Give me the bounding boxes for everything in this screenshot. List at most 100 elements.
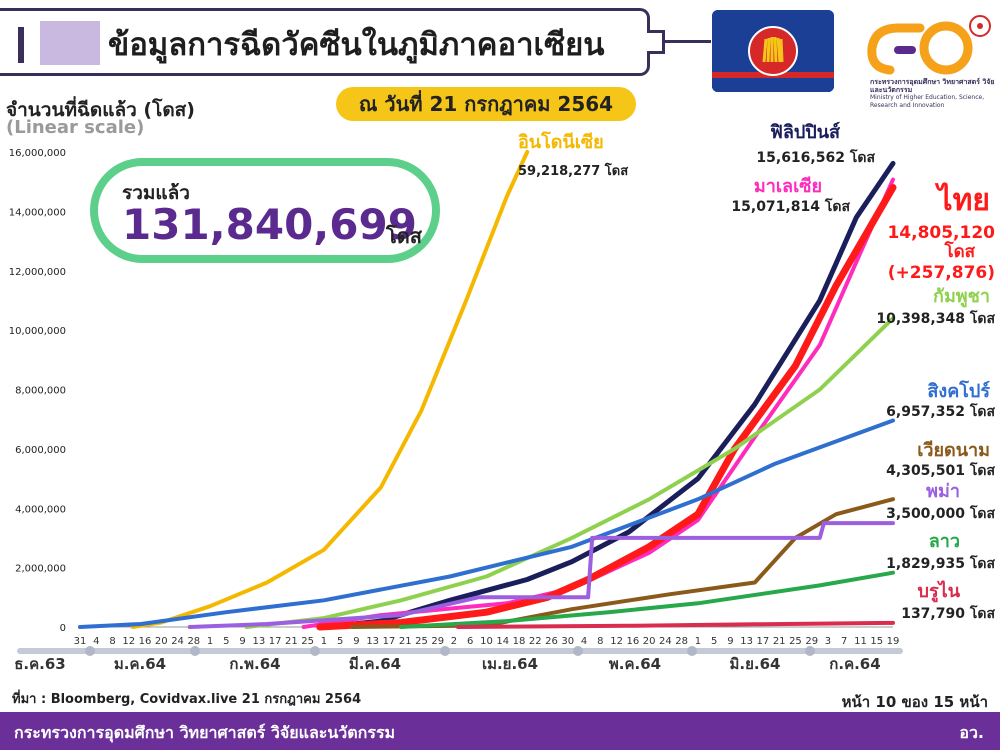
x-tick-label: 13 [252, 636, 265, 647]
asean-flag-icon [712, 10, 834, 92]
x-tick-label: 6 [467, 636, 473, 647]
x-tick-label: 8 [109, 636, 115, 647]
x-tick-label: 9 [727, 636, 733, 647]
series-name-label: ไทย [935, 182, 990, 218]
series-name-label: เวียดนาม [917, 440, 990, 461]
series-name-label: มาเลเซีย [754, 176, 822, 197]
month-label: ธ.ค.63 [14, 655, 65, 673]
series-value-label: 3,500,000 โดส [886, 504, 995, 522]
series-line [316, 184, 897, 631]
x-tick-label: 18 [513, 636, 526, 647]
x-tick-label: 5 [337, 636, 343, 647]
month-label: เม.ย.64 [482, 655, 538, 673]
series-value-label: 1,829,935 โดส [886, 554, 995, 572]
month-label: ก.ค.64 [829, 655, 880, 673]
x-tick-label: 4 [581, 636, 587, 647]
y-tick-label: 14,000,000 [9, 207, 66, 218]
series-value-label: 10,398,348 โดส [876, 309, 995, 327]
y-tick-label: 8,000,000 [15, 386, 66, 397]
total-unit: โดส [386, 224, 422, 248]
x-tick-label: 16 [139, 636, 152, 647]
x-tick-label: 28 [187, 636, 200, 647]
series-name-label: ลาว [929, 531, 960, 552]
series-value-label: 137,790 โดส [901, 604, 995, 622]
x-tick-label: 9 [353, 636, 359, 647]
month-separator-dot [310, 646, 320, 656]
series-change-label: (+257,876) [888, 263, 995, 283]
x-tick-label: 5 [711, 636, 717, 647]
x-tick-label: 24 [659, 636, 672, 647]
x-tick-label: 16 [626, 636, 639, 647]
month-label: ก.พ.64 [229, 655, 280, 673]
y-axis-title: จำนวนที่ฉีดแล้ว (โดส) [6, 99, 195, 121]
series-name-label: กัมพูชา [933, 286, 990, 308]
series-line [187, 521, 895, 629]
ministry-logo-text-th: กระทรวงการอุดมศึกษา วิทยาศาสตร์ วิจัยและ… [870, 78, 995, 94]
x-tick-label: 7 [841, 636, 847, 647]
scale-note: (Linear scale) [6, 117, 145, 138]
total-box [90, 158, 440, 263]
x-tick-label: 25 [789, 636, 802, 647]
series-name-label: ฟิลิปปินส์ [770, 121, 841, 143]
x-tick-label: 29 [805, 636, 818, 647]
series-name-label: บรูไน [918, 580, 961, 603]
x-tick-label: 1 [207, 636, 213, 647]
x-tick-label: 25 [301, 636, 314, 647]
x-tick-label: 10 [480, 636, 493, 647]
x-tick-label: 19 [887, 636, 900, 647]
series-line [244, 316, 895, 629]
x-tick-label: 20 [155, 636, 168, 647]
footer-bar: กระทรวงการอุดมศึกษา วิทยาศาสตร์ วิจัยและ… [0, 712, 1000, 750]
x-tick-label: 5 [223, 636, 229, 647]
footer-abbr: อว. [959, 723, 984, 742]
footer-ministry: กระทรวงการอุดมศึกษา วิทยาศาสตร์ วิจัยและ… [14, 723, 396, 742]
date-badge: ณ วันที่ 21 กรกฎาคม 2564 [336, 87, 636, 121]
month-separator-dot [85, 646, 95, 656]
series-value-label: 6,957,352 โดส [886, 402, 995, 420]
x-tick-label: 13 [366, 636, 379, 647]
page-title: ข้อมูลการฉีดวัคซีนในภูมิภาคอาเซียน [108, 27, 605, 63]
syringe-needle [663, 40, 711, 43]
month-label: พ.ค.64 [609, 655, 661, 673]
x-tick-label: 20 [643, 636, 656, 647]
series-name-label: อินโดนีเซีย [518, 131, 604, 153]
month-separator-dot [573, 646, 583, 656]
x-tick-label: 13 [740, 636, 753, 647]
page-number: หน้า 10 ของ 15 หน้า [841, 693, 988, 711]
ministry-logo-text: กระทรวงการอุดมศึกษา วิทยาศาสตร์ วิจัยและ… [870, 78, 1000, 110]
x-tick-label: 29 [431, 636, 444, 647]
series-value-label: 15,071,814 โดส [731, 197, 850, 215]
x-tick-label: 15 [870, 636, 883, 647]
x-tick-label: 11 [854, 636, 867, 647]
month-label: มี.ค.64 [349, 655, 401, 673]
x-tick-label: 21 [285, 636, 298, 647]
series-value-label: 59,218,277 โดส [518, 162, 628, 179]
x-tick-label: 30 [561, 636, 574, 647]
total-label: รวมแล้ว [122, 182, 190, 204]
x-tick-label: 1 [321, 636, 327, 647]
total-value: 131,840,699 [122, 200, 417, 249]
vaccination-line-chart: 0 2,000,000 4,000,000 6,000,000 8,000,000 10,… [9, 121, 996, 673]
month-label: ม.ค.64 [114, 655, 166, 673]
y-tick-label: 0 [60, 623, 66, 634]
x-tick-label: 17 [383, 636, 396, 647]
x-tick-label: 3 [825, 636, 831, 647]
month-separator-dot [440, 646, 450, 656]
x-tick-label: 21 [773, 636, 786, 647]
title-syringe-banner: ข้อมูลการฉีดวัคซีนในภูมิภาคอาเซียน [0, 8, 650, 76]
ministry-logo [860, 10, 995, 105]
x-tick-label: 2 [451, 636, 457, 647]
series-value-label: 4,305,501 โดส [886, 461, 995, 479]
series-name-label: สิงคโปร์ [927, 380, 990, 402]
y-tick-label: 10,000,000 [9, 326, 66, 337]
month-separator-dot [805, 646, 815, 656]
x-tick-label: 21 [399, 636, 412, 647]
x-tick-label: 12 [122, 636, 135, 647]
x-tick-label: 24 [171, 636, 184, 647]
syringe-plunger [18, 27, 24, 63]
month-label: มิ.ย.64 [730, 655, 781, 673]
series-line [399, 570, 895, 629]
series-line [78, 418, 895, 629]
x-tick-label: 8 [597, 636, 603, 647]
y-tick-label: 6,000,000 [15, 445, 66, 456]
